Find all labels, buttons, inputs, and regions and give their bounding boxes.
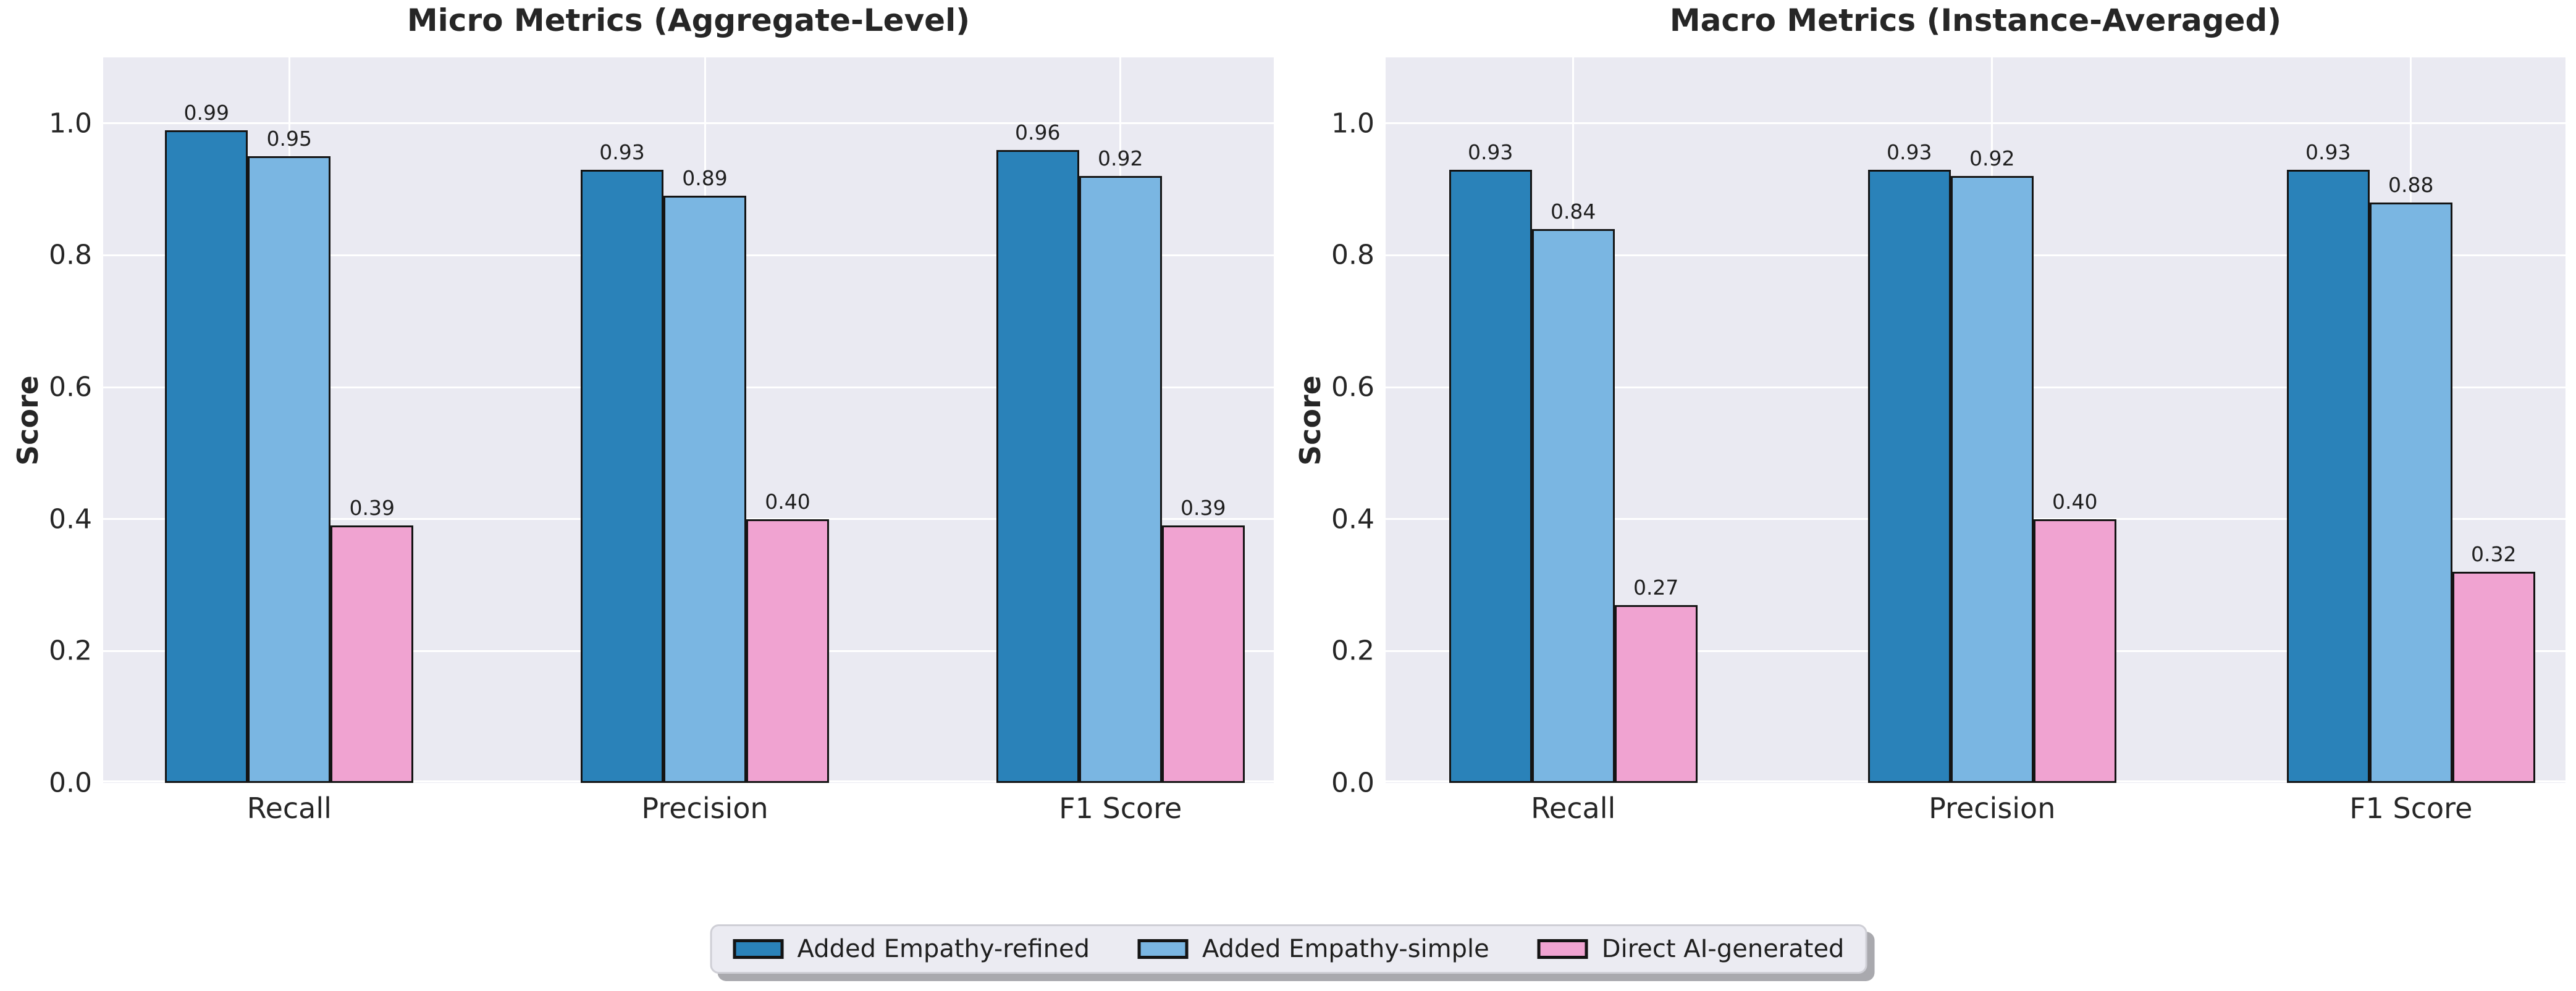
y-tick-label: 0.8 [1331, 239, 1374, 271]
plot-area: 0.93 0.84 0.27 0.93 0.92 0.40 0.93 0.88 0.32 [1386, 57, 2565, 783]
y-tick-label: 0.4 [1331, 503, 1374, 535]
chart-title: Micro Metrics (Aggregate-Level) [406, 2, 970, 38]
bar: 0.93 [2286, 140, 2370, 783]
bar: 0.39 [1161, 496, 1245, 783]
legend-label: Direct AI-generated [1601, 935, 1845, 963]
plot-area: 0.99 0.95 0.39 0.93 0.89 0.40 0.96 0.92 0.39 [103, 57, 1274, 783]
bar-group: 0.99 0.95 0.39 [165, 101, 414, 783]
bar: 0.32 [2452, 542, 2535, 783]
bar: 0.39 [330, 496, 414, 783]
bar-value-label: 0.92 [1098, 146, 1143, 171]
bar-value-label: 0.95 [266, 127, 313, 151]
gridline-horizontal [1386, 122, 2565, 125]
bar-value-label: 0.27 [1633, 575, 1679, 600]
y-tick-label: 0.0 [49, 767, 92, 799]
legend-swatch-icon [1537, 939, 1588, 959]
bar-value-label: 0.99 [183, 100, 230, 125]
bar: 0.84 [1531, 199, 1615, 783]
y-tick-label: 0.0 [1331, 767, 1374, 799]
bar: 0.95 [248, 127, 331, 783]
y-tick-label: 0.2 [49, 635, 92, 667]
legend-item: Added Empathy-refined [733, 935, 1090, 963]
legend-item: Added Empathy-simple [1138, 935, 1489, 963]
bar-value-label: 0.84 [1550, 199, 1596, 224]
legend: Added Empathy-refined Added Empathy-simpl… [710, 924, 1867, 974]
legend-label: Added Empathy-simple [1202, 935, 1489, 963]
legend-item: Direct AI-generated [1537, 935, 1845, 963]
bar-value-label: 0.88 [2388, 173, 2434, 197]
x-category-label: Recall [246, 792, 332, 825]
bar: 0.40 [2033, 490, 2116, 783]
y-tick-label: 1.0 [1331, 107, 1374, 140]
bar: 0.89 [663, 166, 747, 783]
bar-value-label: 0.92 [1969, 146, 2015, 171]
y-axis-tick-labels: 0.0 0.2 0.4 0.6 0.8 1.0 [0, 57, 92, 798]
y-tick-label: 1.0 [49, 107, 92, 140]
bar: 0.92 [1079, 146, 1162, 783]
bar-group: 0.96 0.92 0.39 [996, 120, 1245, 783]
x-category-label: Precision [1929, 792, 2056, 825]
bar: 0.40 [746, 490, 830, 783]
bar: 0.27 [1614, 575, 1698, 783]
legend-swatch-icon [1138, 939, 1189, 959]
y-tick-label: 0.2 [1331, 635, 1374, 667]
bar: 0.93 [581, 140, 664, 783]
bar: 0.99 [165, 101, 248, 783]
x-category-label: Recall [1531, 792, 1616, 825]
bar-group: 0.93 0.84 0.27 [1449, 140, 1698, 783]
bar-value-label: 0.89 [682, 166, 728, 191]
bar-value-label: 0.93 [599, 140, 645, 164]
bar: 0.88 [2369, 173, 2452, 783]
y-tick-label: 0.4 [49, 503, 92, 535]
y-axis-tick-labels: 0.0 0.2 0.4 0.6 0.8 1.0 [1265, 57, 1374, 798]
bar-value-label: 0.93 [1467, 140, 1513, 164]
bar: 0.92 [1950, 146, 2034, 783]
legend-label: Added Empathy-refined [797, 935, 1090, 963]
bar: 0.93 [1867, 140, 1951, 783]
y-tick-label: 0.6 [1331, 371, 1374, 403]
bar-value-label: 0.32 [2471, 542, 2517, 567]
x-category-label: F1 Score [2349, 792, 2473, 825]
x-category-label: F1 Score [1059, 792, 1182, 825]
x-axis-tick-labels: Recall Precision F1 Score [1386, 792, 2565, 831]
x-axis-tick-labels: Recall Precision F1 Score [103, 792, 1274, 831]
bar-group: 0.93 0.92 0.40 [1867, 140, 2116, 783]
y-tick-label: 0.8 [49, 239, 92, 271]
bar: 0.96 [996, 120, 1079, 783]
bar-group: 0.93 0.88 0.32 [2286, 140, 2535, 783]
bar-value-label: 0.40 [2052, 489, 2098, 514]
bar-value-label: 0.93 [2305, 140, 2351, 164]
bar: 0.93 [1449, 140, 1532, 783]
gridline-horizontal [103, 122, 1274, 125]
bar-group: 0.93 0.89 0.40 [581, 140, 830, 783]
legend-swatch-icon [733, 939, 784, 959]
bar-value-label: 0.39 [349, 496, 395, 521]
bar-value-label: 0.96 [1015, 120, 1061, 144]
y-tick-label: 0.6 [49, 371, 92, 403]
bar-value-label: 0.39 [1181, 496, 1226, 521]
bar-value-label: 0.40 [765, 489, 810, 514]
bar-value-label: 0.93 [1886, 140, 1932, 164]
x-category-label: Precision [641, 792, 768, 825]
chart-title: Macro Metrics (Instance-Averaged) [1669, 2, 2282, 38]
